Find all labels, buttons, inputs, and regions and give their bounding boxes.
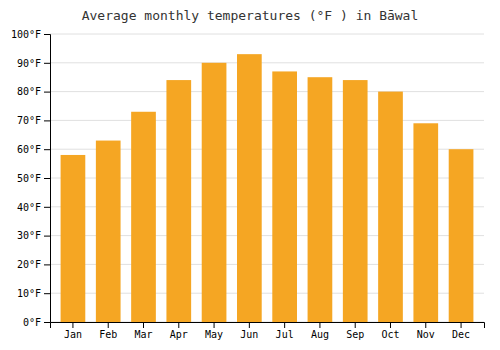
y-tick-label: 50°F xyxy=(17,173,41,184)
grid xyxy=(50,34,484,322)
y-tick-label: 60°F xyxy=(17,144,41,155)
bar xyxy=(308,77,333,322)
x-tick-label: Jul xyxy=(276,329,294,340)
x-tick-mark xyxy=(178,322,179,328)
x-tick-mark xyxy=(214,322,215,328)
y-tick-label: 80°F xyxy=(17,86,41,97)
x-tick-mark xyxy=(284,322,285,328)
y-tick-label: 30°F xyxy=(17,230,41,241)
y-tick-mark xyxy=(44,264,50,265)
x-tick-mark xyxy=(72,322,73,328)
y-tick-label: 100°F xyxy=(11,29,41,40)
x-tick-label: Jan xyxy=(64,329,82,340)
x-tick-mark xyxy=(319,322,320,328)
title: Average monthly temperatures (°F ) in Bā… xyxy=(82,8,419,23)
y-tick-label: 90°F xyxy=(17,58,41,69)
bar xyxy=(61,155,86,322)
grid-line xyxy=(50,91,484,92)
x-axis-line xyxy=(51,323,485,329)
x-tick-mark xyxy=(425,322,426,328)
bar xyxy=(449,149,474,322)
x-tick-label: Oct xyxy=(381,329,399,340)
y-tick-mark xyxy=(44,322,50,323)
x-tick-mark xyxy=(143,322,144,328)
y-tick-mark xyxy=(44,34,50,35)
grid-line xyxy=(50,62,484,63)
x-tick-label: Feb xyxy=(99,329,117,340)
x-tick-label: Mar xyxy=(134,329,152,340)
y-tick-mark xyxy=(44,63,50,64)
y-tick-mark xyxy=(44,236,50,237)
y-tick-label: 0°F xyxy=(23,317,41,328)
x-tick: Feb xyxy=(99,322,117,340)
bars xyxy=(61,54,474,322)
x-tick: May xyxy=(205,322,223,340)
x-tick-label: Jun xyxy=(240,329,258,340)
y-tick: 70°F xyxy=(17,115,50,126)
x-tick-mark xyxy=(461,322,462,328)
x-axis: Jan Feb Mar Apr May Jun Jul Aug Sep Oct Nov Dec xyxy=(51,322,485,340)
y-tick-label: 20°F xyxy=(17,259,41,270)
x-tick-label: Apr xyxy=(170,329,188,340)
x-tick-mark xyxy=(390,322,391,328)
y-tick-mark xyxy=(44,207,50,208)
y-tick-mark xyxy=(44,92,50,93)
y-tick-label: 70°F xyxy=(17,115,41,126)
x-tick-label: Sep xyxy=(346,329,364,340)
y-tick-mark xyxy=(44,120,50,121)
bar xyxy=(343,80,368,322)
x-tick-label: Dec xyxy=(452,329,470,340)
x-tick: Dec xyxy=(452,322,470,340)
y-tick: 20°F xyxy=(17,259,50,270)
x-tick: Apr xyxy=(170,322,188,340)
y-tick: 0°F xyxy=(23,317,50,328)
x-tick: Nov xyxy=(417,322,435,340)
bar xyxy=(378,92,403,322)
y-tick-label: 40°F xyxy=(17,202,41,213)
x-tick: Jul xyxy=(276,322,294,340)
x-tick: Oct xyxy=(381,322,399,340)
y-tick: 10°F xyxy=(17,288,50,299)
bar xyxy=(413,123,438,322)
bar xyxy=(131,112,156,322)
bar xyxy=(272,71,297,322)
x-tick-mark xyxy=(249,322,250,328)
y-tick-mark xyxy=(44,293,50,294)
x-tick-mark xyxy=(108,322,109,328)
bar xyxy=(166,80,191,322)
y-tick-mark xyxy=(44,178,50,179)
bar xyxy=(96,141,121,322)
y-tick: 50°F xyxy=(17,173,50,184)
y-tick: 90°F xyxy=(17,58,50,69)
x-tick: Jun xyxy=(240,322,258,340)
y-tick: 100°F xyxy=(11,29,50,40)
x-tick: Jan xyxy=(64,322,82,340)
x-tick-label: Aug xyxy=(311,329,329,340)
y-axis: 0°F 10°F 20°F 30°F 40°F 50°F 60°F 70°F 80°F 90°F 1… xyxy=(11,29,51,328)
y-tick-mark xyxy=(44,149,50,150)
y-tick: 30°F xyxy=(17,230,50,241)
y-tick: 40°F xyxy=(17,202,50,213)
grid-line xyxy=(50,120,484,121)
chart: Average monthly temperatures (°F ) in Bā… xyxy=(0,0,500,350)
y-tick: 80°F xyxy=(17,86,50,97)
grid-line xyxy=(50,34,484,35)
y-tick: 60°F xyxy=(17,144,50,155)
x-tick-label: Nov xyxy=(417,329,435,340)
x-tick: Aug xyxy=(311,322,329,340)
bar xyxy=(237,54,262,322)
bar xyxy=(202,63,227,322)
x-tick: Mar xyxy=(134,322,152,340)
plot: Jan Feb Mar Apr May Jun Jul Aug Sep Oct Nov Dec 0°F 1… xyxy=(11,29,485,340)
y-axis-line xyxy=(44,35,51,323)
x-tick-label: May xyxy=(205,329,223,340)
x-tick: Sep xyxy=(346,322,364,340)
y-tick-label: 10°F xyxy=(17,288,41,299)
x-tick-mark xyxy=(355,322,356,328)
